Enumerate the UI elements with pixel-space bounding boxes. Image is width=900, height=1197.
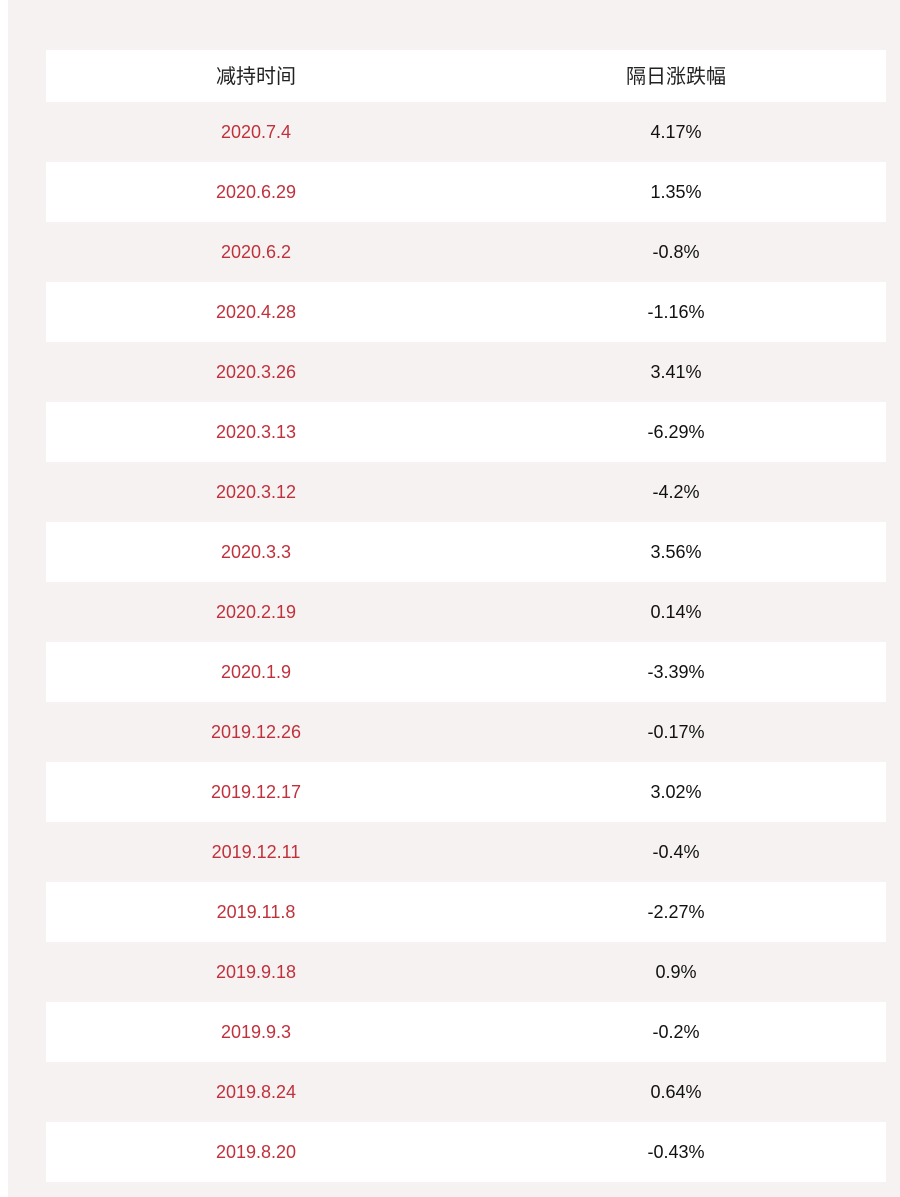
reduction-table: 减持时间 隔日涨跌幅 2020.7.4 4.17% 2020.6.29 1.35% 20… [46, 50, 886, 1182]
reduction-date-cell: 2019.12.11 [211, 842, 301, 862]
table-row: 2020.4.28 -1.16% [46, 282, 886, 342]
next-day-change-cell: 0.9% [655, 962, 697, 982]
next-day-change-cell: -1.16% [647, 302, 705, 322]
table-row: 2020.6.29 1.35% [46, 162, 886, 222]
next-day-change-cell: 3.56% [650, 542, 702, 562]
table-row: 2020.2.19 0.14% [46, 582, 886, 642]
reduction-date-cell: 2020.3.3 [220, 542, 292, 562]
reduction-date-cell: 2020.1.9 [220, 662, 292, 682]
reduction-date-cell: 2020.3.12 [215, 482, 297, 502]
table-row: 2020.7.4 4.17% [46, 102, 886, 162]
reduction-date-cell: 2019.9.3 [220, 1022, 292, 1042]
reduction-date-cell: 2020.2.19 [215, 602, 297, 622]
next-day-change-cell: 1.35% [650, 182, 702, 202]
reduction-date-cell: 2020.6.2 [220, 242, 292, 262]
next-day-change-cell: -4.2% [652, 482, 700, 502]
table-row: 2019.12.26 -0.17% [46, 702, 886, 762]
table-row: 2019.12.11 -0.4% [46, 822, 886, 882]
next-day-change-cell: -2.27% [647, 902, 705, 922]
next-day-change-cell: -6.29% [647, 422, 705, 442]
table-row: 2019.12.17 3.02% [46, 762, 886, 822]
table-row: 2019.9.18 0.9% [46, 942, 886, 1002]
next-day-change-cell: 3.41% [650, 362, 702, 382]
table-row: 2019.11.8 -2.27% [46, 882, 886, 942]
next-day-change-cell: 0.14% [650, 602, 702, 622]
reduction-date-cell: 2019.12.26 [210, 722, 302, 742]
table-body: 2020.7.4 4.17% 2020.6.29 1.35% 2020.6.2 -0.8%… [46, 102, 886, 1182]
page-frame: 减持时间 隔日涨跌幅 2020.7.4 4.17% 2020.6.29 1.35% 20… [8, 0, 900, 1197]
next-day-change-cell: 3.02% [650, 782, 702, 802]
table-row: 2020.3.12 -4.2% [46, 462, 886, 522]
table-row: 2020.3.26 3.41% [46, 342, 886, 402]
reduction-date-cell: 2019.9.18 [215, 962, 297, 982]
next-day-change-cell: -0.8% [652, 242, 700, 262]
reduction-date-cell: 2020.4.28 [215, 302, 297, 322]
table-row: 2019.8.20 -0.43% [46, 1122, 886, 1182]
next-day-change-cell: -0.2% [652, 1022, 700, 1042]
next-day-change-cell: -0.43% [647, 1142, 705, 1162]
next-day-change-cell: -0.17% [647, 722, 705, 742]
reduction-date-cell: 2019.12.17 [210, 782, 302, 802]
next-day-change-cell: 4.17% [650, 122, 702, 142]
next-day-change-cell: 0.64% [650, 1082, 702, 1102]
reduction-date-cell: 2020.7.4 [220, 122, 292, 142]
reduction-date-cell: 2019.8.24 [215, 1082, 297, 1102]
table-row: 2019.9.3 -0.2% [46, 1002, 886, 1062]
table-row: 2020.6.2 -0.8% [46, 222, 886, 282]
table-row: 2020.1.9 -3.39% [46, 642, 886, 702]
table-row: 2020.3.3 3.56% [46, 522, 886, 582]
next-day-change-cell: -0.4% [652, 842, 700, 862]
reduction-date-cell: 2020.3.13 [215, 422, 297, 442]
header-next-day-change: 隔日涨跌幅 [626, 64, 726, 88]
next-day-change-cell: -3.39% [647, 662, 705, 682]
table-header: 减持时间 隔日涨跌幅 [46, 50, 886, 102]
table-row: 2020.3.13 -6.29% [46, 402, 886, 462]
header-reduction-time: 减持时间 [216, 64, 296, 88]
reduction-date-cell: 2019.11.8 [216, 902, 296, 922]
reduction-date-cell: 2020.3.26 [215, 362, 297, 382]
reduction-date-cell: 2019.8.20 [215, 1142, 297, 1162]
table-row: 2019.8.24 0.64% [46, 1062, 886, 1122]
reduction-date-cell: 2020.6.29 [215, 182, 297, 202]
